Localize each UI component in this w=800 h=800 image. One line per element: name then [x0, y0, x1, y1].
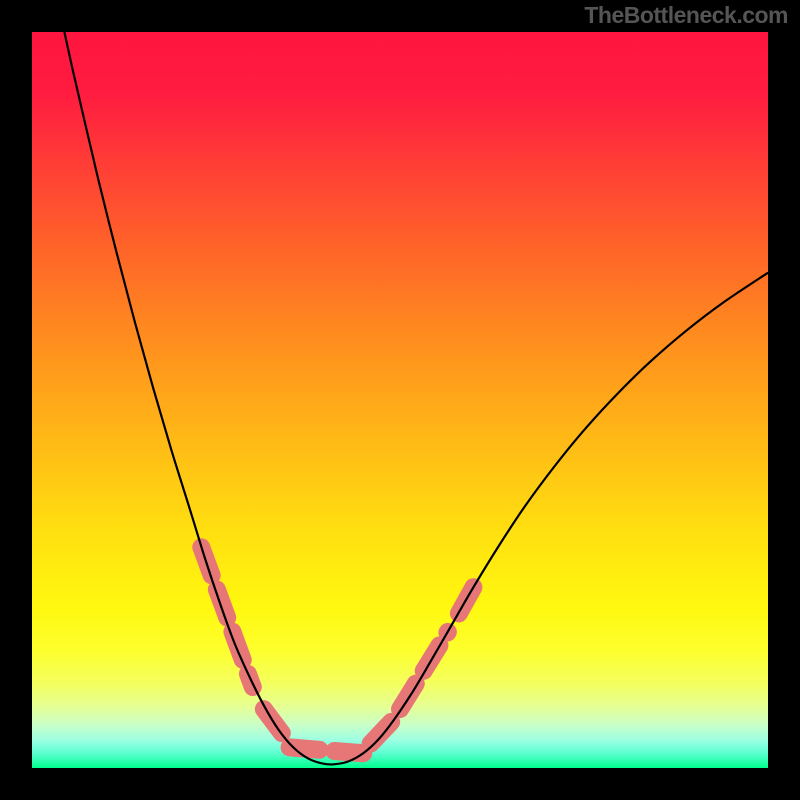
bottleneck-chart: [0, 0, 800, 800]
plot-background: [32, 32, 768, 768]
chart-container: TheBottleneck.com: [0, 0, 800, 800]
watermark-text: TheBottleneck.com: [584, 2, 788, 29]
